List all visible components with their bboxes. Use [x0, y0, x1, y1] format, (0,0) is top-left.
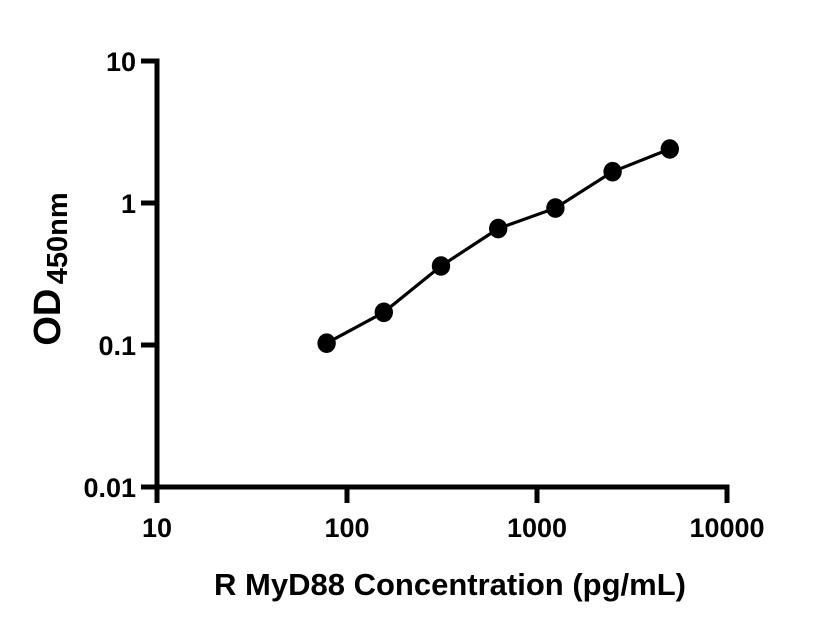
x-tick-label: 10: [142, 513, 172, 543]
tick-labels: 10 100 1000 10000 0.01 0.1 1 10: [83, 47, 764, 543]
data-point: [374, 302, 393, 323]
data-point: [546, 198, 565, 218]
data-point: [660, 139, 679, 159]
x-tick-label: 10000: [689, 513, 764, 543]
data-series: [317, 139, 679, 354]
data-point: [489, 218, 508, 239]
data-point: [317, 333, 336, 354]
y-tick-label: 10: [106, 47, 136, 77]
y-tick-label: 1: [121, 189, 136, 219]
data-point: [603, 161, 622, 182]
y-tick-label: 0.1: [98, 331, 136, 361]
y-axis-title: OD 450nm: [27, 192, 74, 345]
x-tick-label: 1000: [507, 513, 567, 543]
x-axis-title: R MyD88 Concentration (pg/mL): [214, 567, 686, 602]
y-axis-title-main: OD: [27, 289, 69, 346]
y-axis-title-subscript: 450nm: [42, 192, 74, 284]
data-point: [431, 256, 451, 276]
y-tick-label: 0.01: [83, 473, 136, 503]
tick-marks: [141, 58, 730, 503]
x-tick-label: 100: [324, 513, 369, 543]
